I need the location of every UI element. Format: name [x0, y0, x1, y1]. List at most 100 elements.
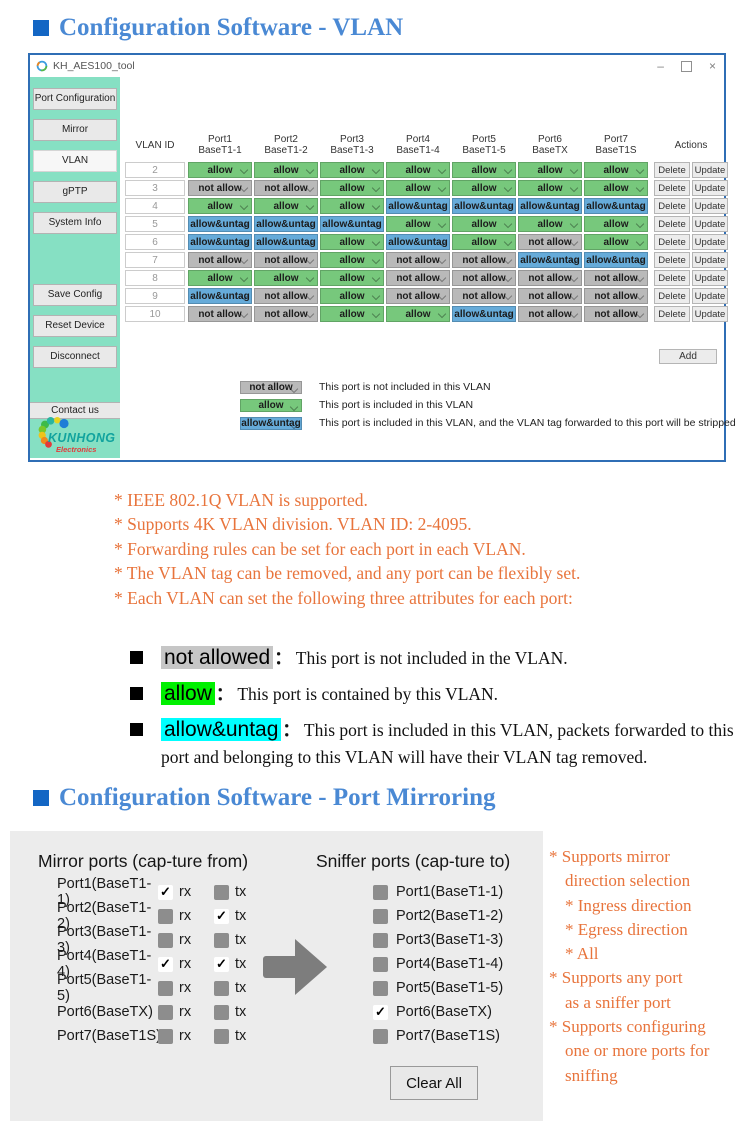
- port-rule-dropdown[interactable]: not allow: [518, 270, 582, 286]
- port-rule-dropdown[interactable]: not allow: [386, 252, 450, 268]
- port-rule-dropdown[interactable]: allow: [254, 198, 318, 214]
- rx-checkbox[interactable]: [158, 1004, 173, 1020]
- rx-checkbox[interactable]: [158, 908, 173, 924]
- vlan-id-input[interactable]: [125, 198, 185, 214]
- port-rule-dropdown[interactable]: not allow: [452, 288, 516, 304]
- port-rule-dropdown[interactable]: allow: [320, 288, 384, 304]
- tx-checkbox[interactable]: ✓: [214, 908, 229, 924]
- add-button[interactable]: Add: [659, 349, 717, 364]
- port-rule-dropdown[interactable]: allow&untag: [452, 198, 516, 214]
- tx-checkbox[interactable]: [214, 884, 229, 900]
- port-rule-dropdown[interactable]: allow: [452, 162, 516, 178]
- port-rule-dropdown[interactable]: allow: [386, 162, 450, 178]
- delete-button[interactable]: Delete: [654, 306, 690, 322]
- port-rule-dropdown[interactable]: not allow: [188, 306, 252, 322]
- port-rule-dropdown[interactable]: allow: [320, 252, 384, 268]
- port-rule-dropdown[interactable]: allow: [320, 270, 384, 286]
- port-rule-dropdown[interactable]: not allow: [518, 306, 582, 322]
- port-rule-dropdown[interactable]: allow: [254, 270, 318, 286]
- port-rule-dropdown[interactable]: allow&untag: [188, 234, 252, 250]
- update-button[interactable]: Update: [692, 198, 728, 214]
- sniffer-checkbox[interactable]: [373, 932, 388, 948]
- port-rule-dropdown[interactable]: not allow: [518, 234, 582, 250]
- vlan-id-input[interactable]: [125, 162, 185, 178]
- sniffer-checkbox[interactable]: [373, 1028, 388, 1044]
- delete-button[interactable]: Delete: [654, 180, 690, 196]
- tx-checkbox[interactable]: ✓: [214, 956, 229, 972]
- port-rule-dropdown[interactable]: allow: [452, 216, 516, 232]
- vlan-id-input[interactable]: [125, 234, 185, 250]
- port-rule-dropdown[interactable]: allow: [452, 180, 516, 196]
- rx-checkbox[interactable]: [158, 980, 173, 996]
- rx-checkbox[interactable]: ✓: [158, 956, 173, 972]
- port-rule-dropdown[interactable]: not allow: [254, 306, 318, 322]
- port-rule-dropdown[interactable]: not allow: [584, 288, 648, 304]
- minimize-button[interactable]: –: [657, 59, 664, 73]
- port-rule-dropdown[interactable]: allow: [518, 216, 582, 232]
- port-rule-dropdown[interactable]: allow: [584, 216, 648, 232]
- vlan-id-input[interactable]: [125, 288, 185, 304]
- port-rule-dropdown[interactable]: allow: [320, 162, 384, 178]
- vlan-id-input[interactable]: [125, 306, 185, 322]
- tx-checkbox[interactable]: [214, 980, 229, 996]
- port-rule-dropdown[interactable]: allow: [320, 234, 384, 250]
- sidebar-item-save-config[interactable]: Save Config: [33, 284, 117, 306]
- sidebar-item-disconnect[interactable]: Disconnect: [33, 346, 117, 368]
- update-button[interactable]: Update: [692, 306, 728, 322]
- port-rule-dropdown[interactable]: not allow: [452, 270, 516, 286]
- sniffer-checkbox[interactable]: ✓: [373, 1004, 388, 1020]
- sidebar-item-contact-us[interactable]: Contact us: [30, 402, 120, 419]
- sidebar-item-mirror[interactable]: Mirror: [33, 119, 117, 141]
- port-rule-dropdown[interactable]: allow&untag: [188, 288, 252, 304]
- port-rule-dropdown[interactable]: allow: [518, 180, 582, 196]
- port-rule-dropdown[interactable]: allow: [320, 180, 384, 196]
- port-rule-dropdown[interactable]: not allow: [386, 270, 450, 286]
- clear-all-button[interactable]: Clear All: [390, 1066, 478, 1100]
- vlan-id-input[interactable]: [125, 252, 185, 268]
- port-rule-dropdown[interactable]: allow: [188, 270, 252, 286]
- port-rule-dropdown[interactable]: allow: [386, 180, 450, 196]
- port-rule-dropdown[interactable]: allow: [386, 216, 450, 232]
- delete-button[interactable]: Delete: [654, 270, 690, 286]
- port-rule-dropdown[interactable]: not allow: [518, 288, 582, 304]
- delete-button[interactable]: Delete: [654, 252, 690, 268]
- tx-checkbox[interactable]: [214, 1004, 229, 1020]
- maximize-button[interactable]: [680, 60, 692, 72]
- update-button[interactable]: Update: [692, 162, 728, 178]
- port-rule-dropdown[interactable]: allow: [518, 162, 582, 178]
- sidebar-item-gptp[interactable]: gPTP: [33, 181, 117, 203]
- sniffer-checkbox[interactable]: [373, 956, 388, 972]
- delete-button[interactable]: Delete: [654, 198, 690, 214]
- update-button[interactable]: Update: [692, 234, 728, 250]
- port-rule-dropdown[interactable]: allow: [452, 234, 516, 250]
- port-rule-dropdown[interactable]: allow&untag: [320, 216, 384, 232]
- sidebar-item-reset-device[interactable]: Reset Device: [33, 315, 117, 337]
- port-rule-dropdown[interactable]: allow&untag: [584, 198, 648, 214]
- port-rule-dropdown[interactable]: not allow: [254, 252, 318, 268]
- sniffer-checkbox[interactable]: [373, 908, 388, 924]
- port-rule-dropdown[interactable]: allow: [584, 162, 648, 178]
- update-button[interactable]: Update: [692, 270, 728, 286]
- sniffer-checkbox[interactable]: [373, 980, 388, 996]
- port-rule-dropdown[interactable]: allow&untag: [254, 234, 318, 250]
- sidebar-item-system-info[interactable]: System Info: [33, 212, 117, 234]
- delete-button[interactable]: Delete: [654, 234, 690, 250]
- vlan-id-input[interactable]: [125, 180, 185, 196]
- port-rule-dropdown[interactable]: allow: [584, 234, 648, 250]
- port-rule-dropdown[interactable]: allow&untag: [452, 306, 516, 322]
- vlan-id-input[interactable]: [125, 270, 185, 286]
- port-rule-dropdown[interactable]: not allow: [188, 252, 252, 268]
- port-rule-dropdown[interactable]: allow: [584, 180, 648, 196]
- sniffer-checkbox[interactable]: [373, 884, 388, 900]
- sidebar-item-port-configuration[interactable]: Port Configuration: [33, 88, 117, 110]
- port-rule-dropdown[interactable]: not allow: [584, 306, 648, 322]
- delete-button[interactable]: Delete: [654, 216, 690, 232]
- port-rule-dropdown[interactable]: allow&untag: [188, 216, 252, 232]
- port-rule-dropdown[interactable]: allow: [188, 198, 252, 214]
- port-rule-dropdown[interactable]: allow&untag: [518, 252, 582, 268]
- rx-checkbox[interactable]: ✓: [158, 884, 173, 900]
- vlan-id-input[interactable]: [125, 216, 185, 232]
- update-button[interactable]: Update: [692, 252, 728, 268]
- sidebar-item-vlan[interactable]: VLAN: [33, 150, 117, 172]
- port-rule-dropdown[interactable]: allow: [188, 162, 252, 178]
